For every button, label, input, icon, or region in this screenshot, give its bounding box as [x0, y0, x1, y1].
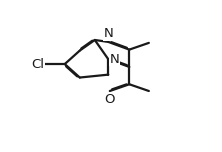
Text: N: N — [103, 27, 113, 40]
Text: Cl: Cl — [32, 58, 44, 71]
Text: N: N — [109, 53, 119, 66]
Text: O: O — [105, 93, 115, 105]
